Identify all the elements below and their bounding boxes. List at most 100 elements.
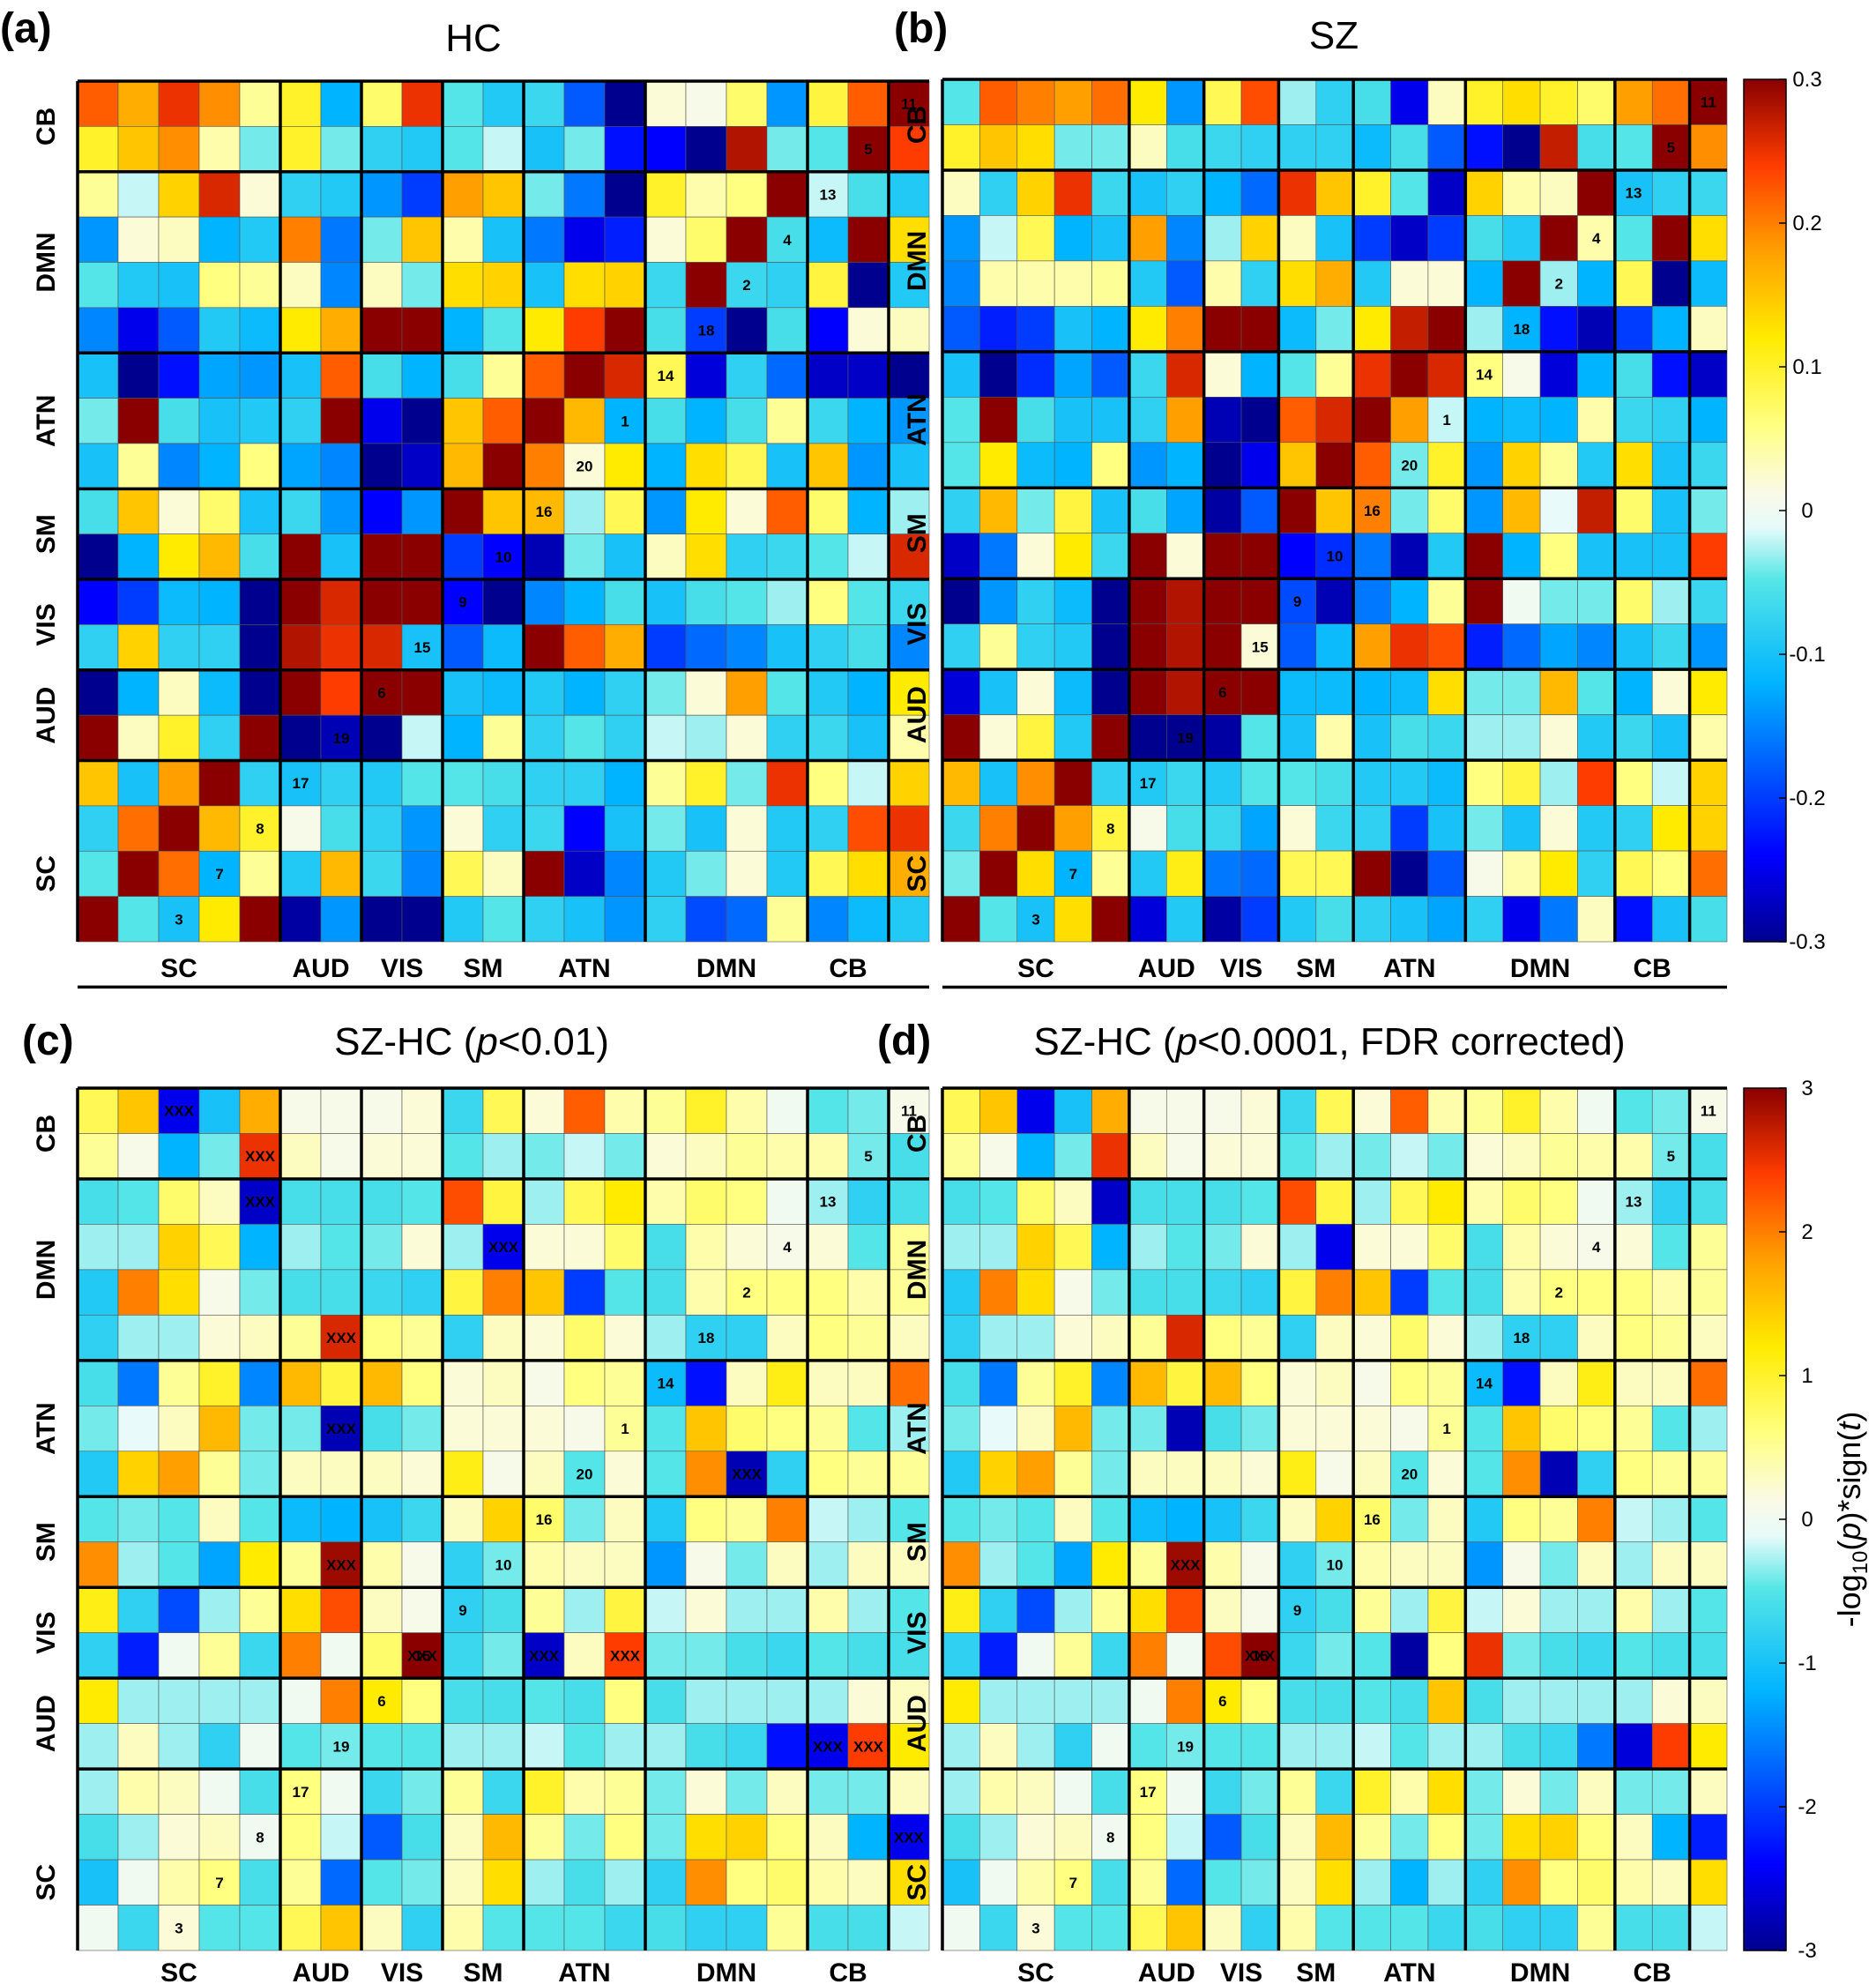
heatmap-cell xyxy=(198,216,241,263)
component-number: 5 xyxy=(1667,139,1675,156)
heatmap-cell xyxy=(1278,1632,1317,1679)
heatmap-cell xyxy=(239,1495,281,1543)
heatmap-cell xyxy=(1165,487,1204,534)
heatmap-cell xyxy=(1502,1133,1541,1180)
heatmap-cell xyxy=(442,80,484,127)
heatmap-cell xyxy=(320,126,362,173)
x-group-label: SM xyxy=(464,954,503,983)
heatmap-cell xyxy=(888,1632,930,1679)
heatmap-cell xyxy=(239,80,281,127)
heatmap-cell xyxy=(1203,1677,1242,1724)
heatmap-cell xyxy=(1502,78,1541,125)
heatmap-cell xyxy=(807,171,849,218)
heatmap-cell xyxy=(1352,78,1391,125)
heatmap-cell xyxy=(979,896,1018,943)
heatmap-cell xyxy=(1614,1087,1653,1134)
x-group-label: ATN xyxy=(1383,1958,1435,1984)
heatmap-cell xyxy=(1651,1178,1690,1225)
heatmap-cell xyxy=(644,760,687,807)
heatmap-cell xyxy=(1465,1315,1504,1361)
heatmap-cell xyxy=(1427,623,1466,670)
heatmap-cell xyxy=(766,1178,808,1225)
heatmap-cell xyxy=(979,850,1018,897)
heatmap-cell xyxy=(563,1495,606,1543)
heatmap-cell xyxy=(320,1632,362,1679)
heatmap-cell xyxy=(77,1905,119,1951)
heatmap-cell xyxy=(1539,1541,1578,1588)
colorbar-tick-label: 0 xyxy=(1801,1508,1813,1532)
component-number: 18 xyxy=(1513,321,1530,338)
component-number: 4 xyxy=(783,232,792,249)
heatmap-cell xyxy=(1614,623,1653,670)
heatmap-cell xyxy=(1651,623,1690,670)
heatmap-cell xyxy=(1165,351,1204,398)
heatmap-cell xyxy=(279,1768,322,1815)
heatmap-cell xyxy=(1128,623,1167,670)
heatmap-cell xyxy=(1427,1768,1466,1815)
heatmap-cell xyxy=(1165,215,1204,262)
heatmap-cell xyxy=(1689,1541,1728,1588)
heatmap-cell xyxy=(442,126,484,173)
heatmap-cell xyxy=(847,307,890,354)
heatmap-cell xyxy=(361,1495,403,1543)
heatmap-cell xyxy=(685,262,727,309)
heatmap-cell xyxy=(523,1451,565,1497)
heatmap-cell xyxy=(320,1586,362,1633)
heatmap-cell xyxy=(644,1768,687,1815)
heatmap-cell xyxy=(1614,1315,1653,1361)
heatmap-cell xyxy=(726,307,768,354)
heatmap-cell xyxy=(1465,1224,1504,1271)
heatmap-cell xyxy=(117,1133,160,1180)
heatmap-cell xyxy=(1315,1541,1354,1588)
heatmap-cell xyxy=(320,850,362,897)
heatmap-cell xyxy=(1390,533,1429,579)
heatmap-cell xyxy=(563,533,606,580)
heatmap-cell xyxy=(320,216,362,263)
heatmap-cell xyxy=(888,1133,930,1180)
y-group-label: AUD xyxy=(32,687,61,744)
heatmap-cell xyxy=(1502,850,1541,897)
heatmap-cell xyxy=(523,1586,565,1633)
heatmap-cell xyxy=(1651,124,1690,171)
component-number: 3 xyxy=(175,1920,182,1936)
heatmap-cell xyxy=(482,850,525,897)
heatmap-cell xyxy=(1577,668,1616,715)
heatmap-cell xyxy=(726,1905,768,1951)
component-number: 11 xyxy=(901,96,917,113)
heatmap-cell xyxy=(979,78,1018,125)
heatmap-cell xyxy=(766,1859,808,1906)
heatmap-cell xyxy=(482,352,525,399)
heatmap-cell xyxy=(942,1723,980,1770)
heatmap-cell xyxy=(117,1723,160,1770)
heatmap-cell xyxy=(942,124,980,171)
component-number: 16 xyxy=(536,503,553,520)
heatmap-cell xyxy=(117,669,160,716)
x-group-label: AUD xyxy=(293,1958,350,1984)
heatmap-cell xyxy=(604,669,646,716)
heatmap-cell xyxy=(1315,805,1354,852)
heatmap-cell xyxy=(1016,1541,1055,1588)
heatmap-cell xyxy=(604,1133,646,1180)
heatmap-cell xyxy=(766,352,808,399)
heatmap-cell xyxy=(198,1451,241,1497)
heatmap-cell xyxy=(726,1495,768,1543)
heatmap-cell xyxy=(604,1495,646,1543)
heatmap-cell xyxy=(1352,1315,1391,1361)
heatmap-cell xyxy=(1128,124,1167,171)
heatmap-cell xyxy=(685,1905,727,1951)
heatmap-cell xyxy=(1315,215,1354,262)
y-group-label: ATN xyxy=(903,393,932,445)
heatmap-cell xyxy=(726,171,768,218)
heatmap-cell xyxy=(1240,1360,1279,1406)
heatmap-cell xyxy=(1278,759,1317,806)
heatmap-cell xyxy=(523,1541,565,1588)
heatmap-cell xyxy=(320,1315,362,1361)
heatmap-cell xyxy=(942,169,980,216)
heatmap-cell xyxy=(158,1814,200,1861)
heatmap-cell xyxy=(942,1768,980,1815)
heatmap-cell xyxy=(563,714,606,761)
heatmap-cell xyxy=(1128,805,1167,852)
heatmap-cell xyxy=(766,624,808,671)
heatmap-cell xyxy=(1165,1133,1204,1180)
heatmap-cell xyxy=(320,1723,362,1770)
